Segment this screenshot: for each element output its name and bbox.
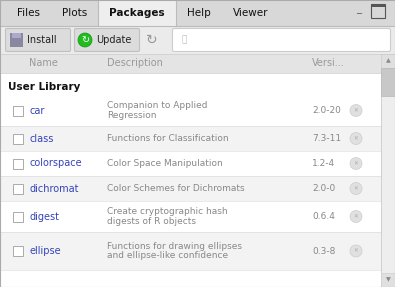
Text: Files: Files [17, 8, 40, 18]
FancyBboxPatch shape [6, 28, 70, 51]
Text: 2.0-20: 2.0-20 [312, 106, 341, 115]
Bar [0, 126, 381, 151]
Text: Plots: Plots [62, 8, 88, 18]
Text: Functions for drawing ellipses: Functions for drawing ellipses [107, 242, 242, 251]
Text: 0.6.4: 0.6.4 [312, 212, 335, 221]
Bar [10, 33, 23, 47]
Text: ↻: ↻ [146, 33, 158, 47]
Text: Name: Name [29, 59, 58, 69]
Circle shape [350, 158, 362, 170]
Text: ─: ─ [357, 9, 361, 18]
Text: dichromat: dichromat [30, 183, 79, 193]
Text: User Library: User Library [8, 82, 80, 92]
Text: ✕: ✕ [354, 136, 358, 141]
Text: 0.3-8: 0.3-8 [312, 247, 335, 255]
Text: Description: Description [107, 59, 163, 69]
Text: 2.0-0: 2.0-0 [312, 184, 335, 193]
Bar [381, 68, 395, 96]
Bar [0, 73, 381, 287]
Bar [0, 54, 395, 73]
Bar [0, 232, 381, 270]
Text: ✕: ✕ [354, 186, 358, 191]
Circle shape [350, 245, 362, 257]
Circle shape [78, 33, 92, 47]
Bar [13, 106, 23, 115]
Text: 7.3-11: 7.3-11 [312, 134, 341, 143]
Circle shape [350, 104, 362, 117]
Text: ▼: ▼ [386, 278, 390, 282]
Text: 🔍: 🔍 [182, 36, 187, 44]
Text: ellipse: ellipse [30, 246, 62, 256]
Text: Packages: Packages [109, 8, 165, 18]
Text: Companion to Applied: Companion to Applied [107, 102, 207, 110]
FancyBboxPatch shape [75, 28, 139, 51]
Circle shape [350, 183, 362, 195]
Text: ▲: ▲ [386, 59, 390, 63]
Text: class: class [30, 133, 55, 144]
Text: Viewer: Viewer [233, 8, 269, 18]
Text: car: car [30, 106, 45, 115]
Text: ✕: ✕ [354, 214, 358, 219]
Bar [0, 201, 381, 232]
Bar [381, 273, 395, 287]
Bar [381, 54, 395, 68]
Bar [98, 0, 176, 26]
Text: ↻: ↻ [81, 35, 89, 45]
Text: ✕: ✕ [354, 161, 358, 166]
Text: Update: Update [96, 35, 132, 45]
Text: Regression: Regression [107, 110, 156, 119]
Bar [0, 26, 395, 54]
Text: 1.2-4: 1.2-4 [312, 159, 335, 168]
Bar [13, 212, 23, 222]
Bar [13, 158, 23, 168]
Circle shape [350, 133, 362, 144]
Bar [13, 133, 23, 144]
Text: ✕: ✕ [354, 108, 358, 113]
Text: ✕: ✕ [354, 249, 358, 253]
Bar [0, 176, 381, 201]
FancyBboxPatch shape [173, 28, 391, 51]
Bar [381, 54, 395, 287]
Text: Functions for Classification: Functions for Classification [107, 134, 229, 143]
Text: Color Space Manipulation: Color Space Manipulation [107, 159, 223, 168]
Text: digests of R objects: digests of R objects [107, 216, 196, 226]
Text: Create cryptographic hash: Create cryptographic hash [107, 208, 228, 216]
Bar [12, 33, 21, 38]
Bar [371, 4, 385, 7]
Text: Versi...: Versi... [312, 59, 345, 69]
Bar [0, 151, 381, 176]
Text: colorspace: colorspace [30, 158, 83, 168]
Text: Help: Help [187, 8, 211, 18]
Bar [0, 0, 395, 26]
Circle shape [350, 210, 362, 222]
Text: Install: Install [27, 35, 56, 45]
Bar [13, 246, 23, 256]
Text: digest: digest [30, 212, 60, 222]
Text: and ellipse-like confidence: and ellipse-like confidence [107, 251, 228, 260]
Bar [13, 183, 23, 193]
Bar [371, 4, 385, 18]
Bar [0, 95, 381, 126]
Text: Color Schemes for Dichromats: Color Schemes for Dichromats [107, 184, 245, 193]
